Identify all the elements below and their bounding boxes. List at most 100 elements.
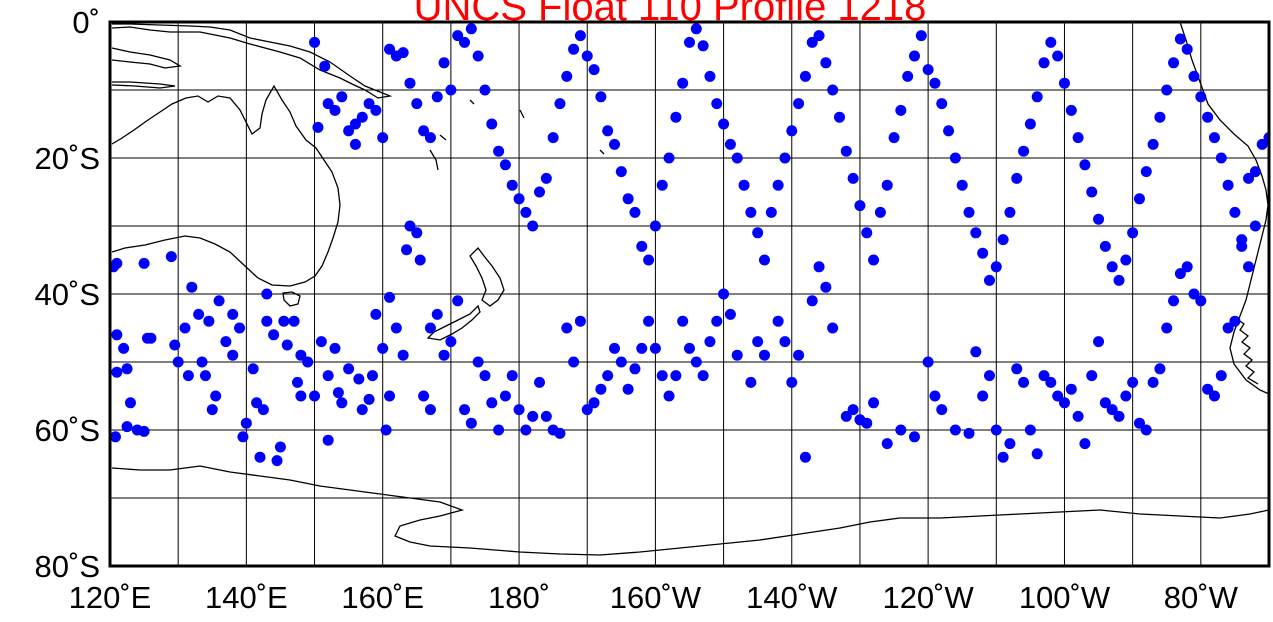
profile-point [479, 370, 491, 382]
profile-point [588, 64, 600, 76]
profile-point [561, 322, 573, 334]
profile-point [404, 77, 416, 89]
profile-point [472, 356, 484, 368]
profile-point [1202, 383, 1214, 395]
profile-point [404, 220, 416, 232]
profile-point [922, 356, 934, 368]
profile-point [718, 118, 730, 130]
profile-point [1222, 179, 1234, 191]
profile-point [540, 410, 552, 422]
profile-point [110, 261, 119, 273]
profile-point [186, 281, 198, 293]
profile-point [240, 417, 252, 429]
profile-point [813, 30, 825, 42]
profile-point [704, 336, 716, 348]
profile-point [827, 84, 839, 96]
profile-point [779, 152, 791, 164]
profile-point [356, 111, 368, 123]
profile-point [1113, 274, 1125, 286]
profile-point [370, 308, 382, 320]
profile-point [724, 308, 736, 320]
profile-point [329, 104, 341, 116]
profile-point [636, 240, 648, 252]
profile-point [1174, 33, 1186, 45]
profile-point [731, 349, 743, 361]
profile-point [1086, 186, 1098, 198]
coastline-antarctica [111, 465, 1269, 556]
coastline-australia [111, 84, 341, 287]
profile-point [983, 370, 995, 382]
profile-point [206, 404, 218, 416]
profile-point [629, 363, 641, 375]
profile-point [377, 132, 389, 144]
profile-point [445, 84, 457, 96]
profile-point [370, 104, 382, 116]
profile-point [254, 451, 266, 463]
profile-point [622, 193, 634, 205]
profile-point [1147, 138, 1159, 150]
profile-point [390, 322, 402, 334]
profile-point [438, 349, 450, 361]
profile-point [997, 451, 1009, 463]
profile-point [970, 227, 982, 239]
profile-point [622, 383, 634, 395]
profile-point [380, 424, 392, 436]
profile-point [499, 390, 511, 402]
profile-point [568, 43, 580, 55]
profile-point [963, 206, 975, 218]
profile-point [332, 387, 344, 399]
profile-point [929, 77, 941, 89]
profile-point [1120, 254, 1132, 266]
profile-point [309, 36, 321, 48]
profile-point [343, 125, 355, 137]
profile-point [970, 346, 982, 358]
profile-point [1058, 397, 1070, 409]
profile-point [793, 349, 805, 361]
profile-point [772, 315, 784, 327]
profile-point [196, 356, 208, 368]
profile-point [1161, 322, 1173, 334]
profile-point [384, 291, 396, 303]
profile-point [288, 315, 300, 327]
profile-point [840, 410, 852, 422]
profile-point [384, 390, 396, 402]
profile-point [765, 206, 777, 218]
profile-point [336, 397, 348, 409]
profile-point [643, 315, 655, 327]
profile-point [1215, 370, 1227, 382]
profile-point [868, 397, 880, 409]
profile-point [424, 404, 436, 416]
profile-point [271, 455, 283, 467]
profile-point [145, 332, 157, 344]
profile-point [111, 329, 123, 341]
profile-point [1045, 36, 1057, 48]
longitude-label: 160˚E [341, 580, 424, 615]
profile-point [295, 390, 307, 402]
profile-point [302, 356, 314, 368]
profile-point [261, 288, 273, 300]
profile-point [1256, 138, 1268, 150]
profile-point [1195, 91, 1207, 103]
profile-point [247, 363, 259, 375]
profile-point [752, 336, 764, 348]
profile-point [1168, 295, 1180, 307]
profile-point [121, 421, 133, 433]
profile-point [574, 30, 586, 42]
profile-point [663, 390, 675, 402]
profile-point [936, 404, 948, 416]
profile-point [752, 227, 764, 239]
profile-point [1065, 104, 1077, 116]
profile-point [656, 179, 668, 191]
profile-point [758, 349, 770, 361]
coastline-new-guinea [111, 23, 393, 99]
profile-point [1072, 132, 1084, 144]
profile-point [527, 220, 539, 232]
profile-point [486, 118, 498, 130]
profile-point [793, 98, 805, 110]
profile-point [977, 247, 989, 259]
coastline-tasmania [282, 291, 301, 307]
map-frame [108, 20, 1271, 568]
profile-point [1147, 376, 1159, 388]
coastline-indonesia-islands [111, 47, 182, 89]
